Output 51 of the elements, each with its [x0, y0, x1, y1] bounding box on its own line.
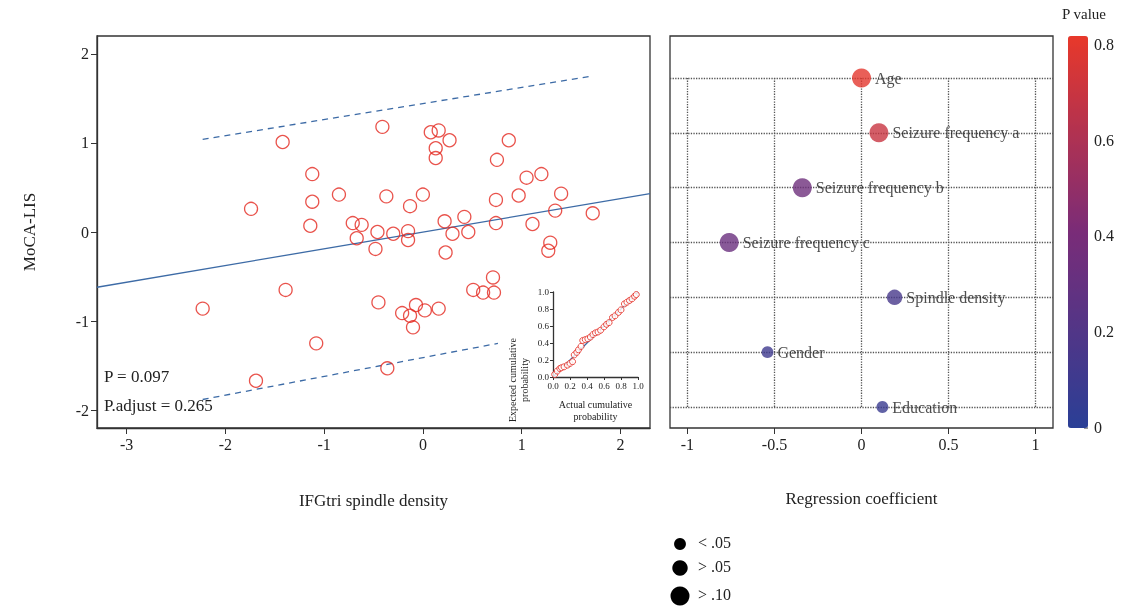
category-label: Seizure frequency a [892, 124, 1020, 142]
x-tick-label: -0.5 [761, 435, 788, 453]
x-tick-label: 1 [1031, 435, 1040, 453]
x-axis-title: IFGtri spindle density [298, 490, 449, 510]
y-axis-title: MoCA-LIS [19, 192, 39, 272]
y-tick-label: 2 [81, 45, 89, 63]
x-axis-title: Actual cumulative probability [557, 399, 634, 423]
annotation: P.adjust = 0.265 [104, 396, 213, 415]
x-tick-label: 0.2 [564, 380, 576, 391]
y-tick-label: 0.0 [537, 372, 550, 382]
category-label: Education [892, 398, 958, 416]
x-tick-label: 1.0 [632, 380, 645, 391]
legend-label: > .05 [698, 557, 732, 575]
x-tick-label: -3 [119, 435, 134, 453]
x-tick-label: -1 [680, 435, 695, 453]
x-tick-label: 0.5 [938, 435, 959, 453]
annotation: P = 0.097 [104, 367, 170, 386]
legend-label: < .05 [698, 533, 732, 551]
x-tick-label: -2 [218, 435, 233, 453]
y-tick-label: -1 [75, 312, 89, 330]
x-tick-label: 1 [517, 435, 526, 453]
color-bar-label: 0.2 [1094, 322, 1114, 340]
category-label: Seizure frequency c [742, 234, 870, 251]
color-bar-label: 0.6 [1094, 131, 1114, 149]
category-label: Gender [777, 343, 825, 361]
x-tick-label: 0 [418, 435, 427, 453]
x-tick-label: 0.6 [598, 380, 611, 391]
x-tick-label: 0.0 [547, 380, 560, 391]
x-tick-label: 0.4 [581, 380, 594, 391]
legend-label: > .10 [698, 585, 732, 603]
y-tick-label: 0.2 [537, 355, 549, 365]
category-label: Age [875, 69, 902, 87]
color-bar-label: 0.8 [1094, 36, 1114, 54]
y-tick-label: 1 [81, 134, 89, 152]
color-bar-label: 0 [1094, 418, 1102, 436]
y-tick-label: -2 [75, 401, 89, 419]
y-tick-label: 0.6 [537, 321, 550, 331]
x-tick-label: -1 [317, 435, 331, 453]
x-axis-title: Regression coefficient [785, 489, 938, 508]
y-tick-label: 0.4 [537, 338, 550, 348]
x-tick-label: 0.8 [615, 380, 628, 391]
color-bar-label: 0.4 [1094, 227, 1114, 245]
y-tick-label: 0 [81, 223, 89, 241]
y-tick-label: 0.8 [537, 304, 550, 314]
x-tick-label: 2 [616, 435, 625, 453]
color-bar-title: P value [1062, 5, 1107, 22]
y-tick-label: 1.0 [537, 287, 550, 297]
category-label: Spindle density [906, 288, 1006, 306]
category-label: Seizure frequency b [815, 179, 944, 197]
y-axis-title: Expected cumulative probability [507, 336, 531, 424]
x-tick-label: 0 [857, 435, 866, 453]
